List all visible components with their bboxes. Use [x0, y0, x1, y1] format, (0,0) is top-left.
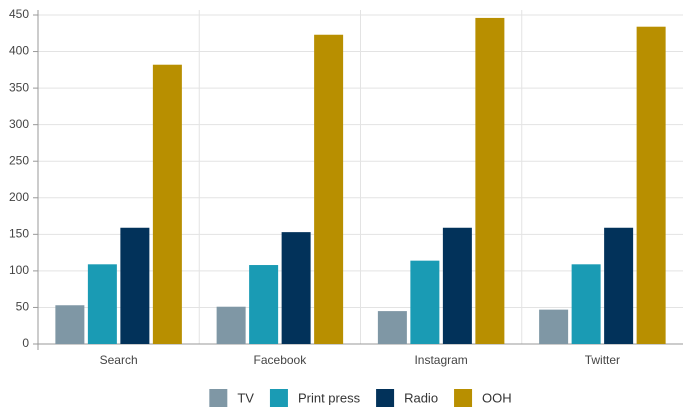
legend-swatch [376, 389, 395, 407]
legend-label: Radio [404, 390, 438, 405]
legend-label: TV [237, 390, 254, 405]
bar [249, 265, 279, 344]
y-tick-label: 100 [9, 263, 29, 277]
bar [281, 232, 311, 344]
bar [216, 306, 246, 344]
x-tick-label: Facebook [254, 353, 308, 367]
legend-swatch [454, 389, 473, 407]
bar [539, 309, 569, 344]
bar [377, 311, 407, 344]
bar [571, 264, 601, 344]
y-tick-label: 400 [9, 44, 29, 58]
bar [152, 64, 182, 345]
bar [636, 26, 666, 344]
y-tick-label: 50 [16, 300, 30, 314]
legend-label: OOH [482, 390, 512, 405]
bar [442, 227, 472, 344]
bar [120, 227, 150, 344]
y-tick-label: 200 [9, 190, 29, 204]
bar [410, 260, 440, 344]
bar [604, 227, 634, 344]
y-tick-label: 350 [9, 80, 29, 94]
x-tick-label: Search [100, 353, 138, 367]
x-tick-label: Twitter [585, 353, 620, 367]
bar [475, 17, 505, 345]
legend-label: Print press [298, 390, 361, 405]
y-tick-label: 150 [9, 227, 29, 241]
bar [314, 34, 344, 345]
bar [55, 305, 85, 344]
bar [87, 264, 117, 344]
y-tick-label: 450 [9, 7, 29, 21]
y-tick-label: 300 [9, 117, 29, 131]
legend-swatch [269, 389, 288, 407]
y-tick-label: 0 [22, 336, 29, 350]
x-tick-label: Instagram [414, 353, 467, 367]
legend: TV Print press Radio OOH [209, 389, 512, 407]
legend-swatch [209, 389, 228, 407]
y-tick-label: 250 [9, 153, 29, 167]
